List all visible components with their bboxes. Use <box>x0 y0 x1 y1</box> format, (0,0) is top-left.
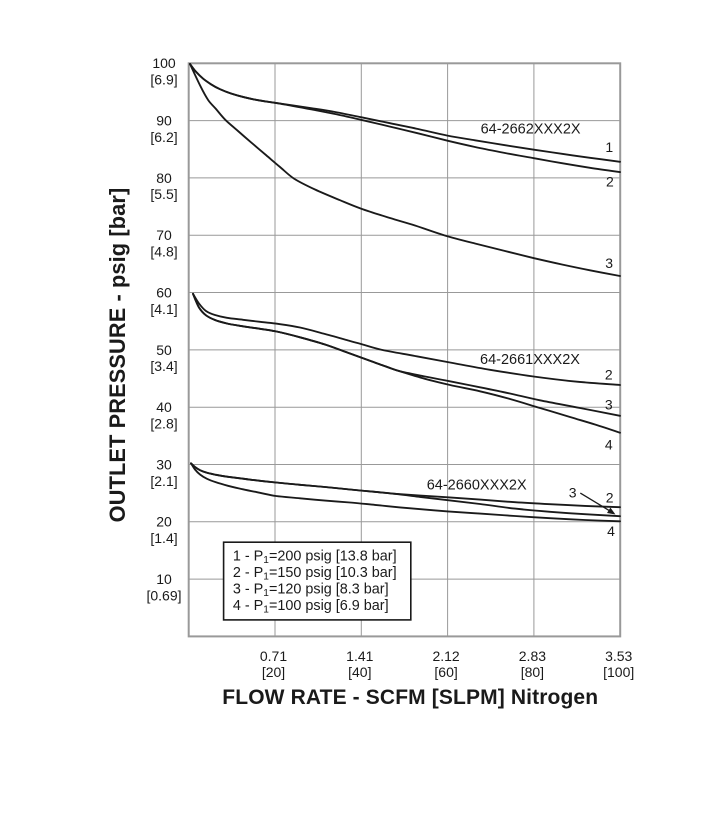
svg-text:FLOW RATE - SCFM [SLPM] Nitrog: FLOW RATE - SCFM [SLPM] Nitrogen <box>222 686 598 709</box>
svg-text:3: 3 <box>605 396 613 412</box>
svg-text:1: 1 <box>605 139 613 155</box>
svg-text:0.71: 0.71 <box>260 648 287 664</box>
svg-text:[1.4]: [1.4] <box>150 530 177 546</box>
svg-text:2 - P1=150 psig [10.3 bar]: 2 - P1=150 psig [10.3 bar] <box>233 565 397 583</box>
svg-text:60: 60 <box>156 284 172 300</box>
svg-text:[2.1]: [2.1] <box>150 473 177 489</box>
svg-text:2.83: 2.83 <box>519 648 546 664</box>
svg-text:64-2662XXX2X: 64-2662XXX2X <box>481 122 581 138</box>
svg-text:OUTLET PRESSURE - psig [bar]: OUTLET PRESSURE - psig [bar] <box>105 188 130 523</box>
svg-text:[6.9]: [6.9] <box>150 72 177 88</box>
svg-text:[2.8]: [2.8] <box>150 416 177 432</box>
svg-text:64-2660XXX2X: 64-2660XXX2X <box>427 478 527 494</box>
svg-text:4: 4 <box>605 437 613 453</box>
svg-text:[80]: [80] <box>521 664 544 680</box>
svg-text:3: 3 <box>605 255 613 271</box>
svg-text:[5.5]: [5.5] <box>150 186 177 202</box>
svg-text:2.12: 2.12 <box>432 648 459 664</box>
svg-text:[60]: [60] <box>434 664 457 680</box>
svg-text:3 - P1=120 psig [8.3 bar]: 3 - P1=120 psig [8.3 bar] <box>233 582 389 600</box>
svg-text:2: 2 <box>606 489 614 505</box>
svg-text:[3.4]: [3.4] <box>150 358 177 374</box>
svg-text:[4.1]: [4.1] <box>150 301 177 317</box>
svg-text:3: 3 <box>569 485 577 501</box>
svg-text:3.53: 3.53 <box>605 648 632 664</box>
svg-text:64-2661XXX2X: 64-2661XXX2X <box>480 352 580 368</box>
svg-text:80: 80 <box>156 170 172 186</box>
svg-text:50: 50 <box>156 342 172 358</box>
svg-text:4 - P1=100 psig [6.9 bar]: 4 - P1=100 psig [6.9 bar] <box>233 598 389 616</box>
svg-text:90: 90 <box>156 113 172 129</box>
svg-text:2: 2 <box>605 367 613 383</box>
svg-text:1 - P1=200 psig [13.8 bar]: 1 - P1=200 psig [13.8 bar] <box>233 549 397 567</box>
svg-text:1.41: 1.41 <box>346 648 373 664</box>
svg-text:[0.69]: [0.69] <box>146 587 181 603</box>
svg-text:[100]: [100] <box>603 664 634 680</box>
svg-text:40: 40 <box>156 399 172 415</box>
svg-text:[6.2]: [6.2] <box>150 129 177 145</box>
svg-text:2: 2 <box>606 174 614 190</box>
svg-text:[20]: [20] <box>262 664 285 680</box>
svg-text:4: 4 <box>607 523 615 539</box>
svg-text:70: 70 <box>156 227 172 243</box>
svg-text:30: 30 <box>156 456 172 472</box>
svg-text:[40]: [40] <box>348 664 371 680</box>
svg-text:20: 20 <box>156 514 172 530</box>
svg-text:[4.8]: [4.8] <box>150 244 177 260</box>
svg-text:10: 10 <box>156 571 172 587</box>
svg-text:100: 100 <box>152 55 176 71</box>
